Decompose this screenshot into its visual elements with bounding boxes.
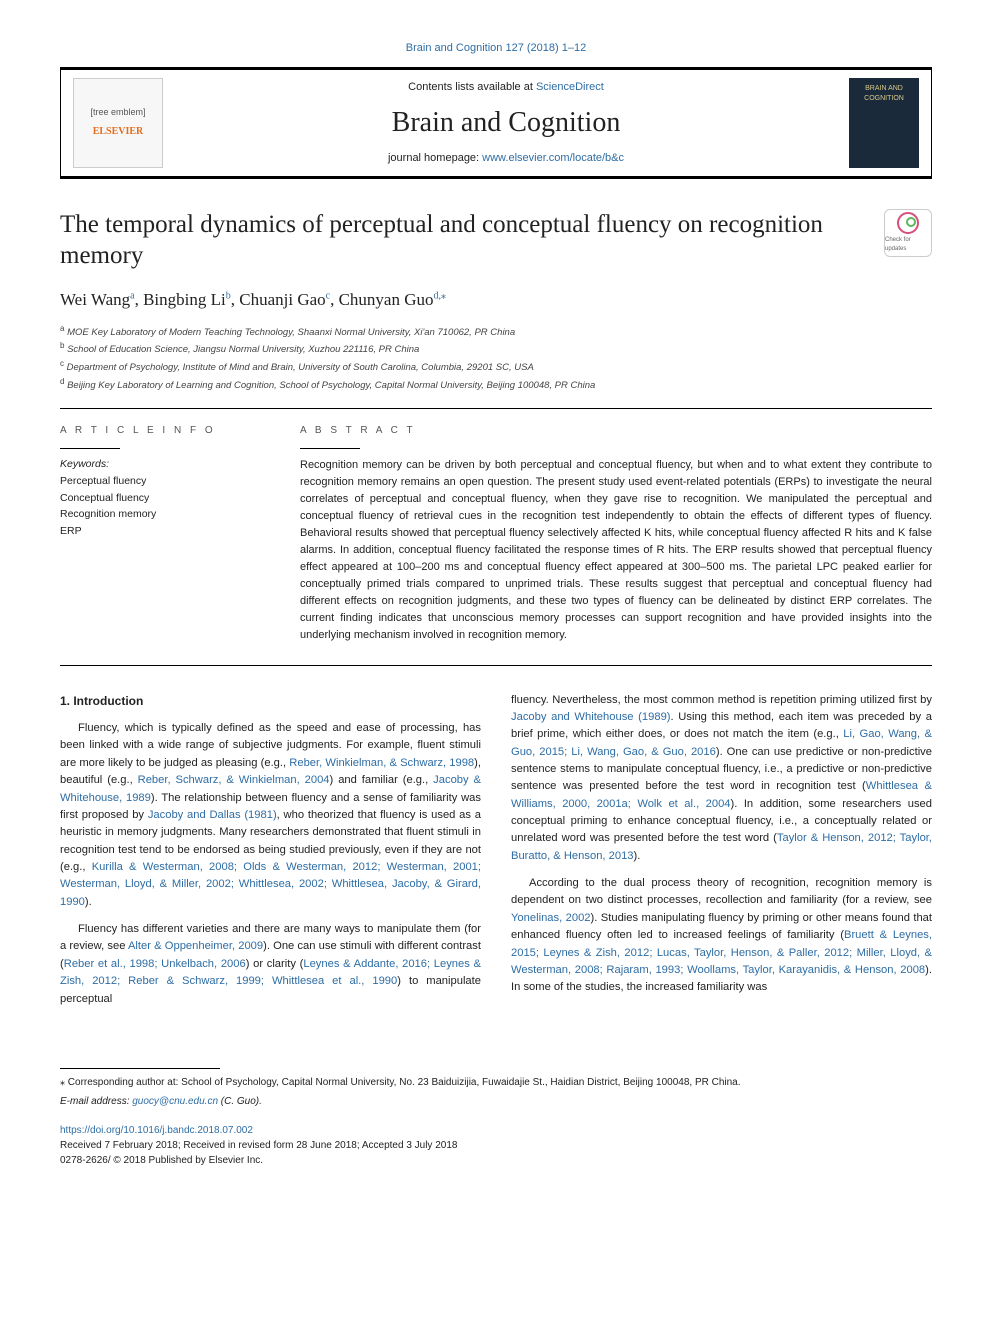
elsevier-brand: ELSEVIER (90, 124, 145, 139)
citation-link[interactable]: Reber et al., 1998; Unkelbach, 2006 (64, 958, 246, 970)
keywords-list: Perceptual fluency Conceptual fluency Re… (60, 473, 260, 540)
contents-line: Contents lists available at ScienceDirec… (163, 79, 849, 96)
author-4: Chunyan Guo (339, 290, 434, 309)
email-link[interactable]: guocy@cnu.edu.cn (132, 1096, 218, 1107)
article-meta-row: A R T I C L E I N F O Keywords: Perceptu… (60, 423, 932, 645)
affiliation-b: School of Education Science, Jiangsu Nor… (67, 345, 419, 356)
affiliation-c: Department of Psychology, Institute of M… (67, 362, 534, 373)
citation-link[interactable]: Yonelinas, 2002 (511, 912, 591, 924)
corresponding-star[interactable]: ⁎ (441, 290, 446, 301)
issn-copyright: 0278-2626/ © 2018 Published by Elsevier … (60, 1153, 932, 1168)
elsevier-tree-icon: [tree emblem] (90, 107, 145, 117)
keyword: ERP (60, 523, 260, 540)
paragraph: Fluency has different varieties and ther… (60, 921, 481, 1008)
check-updates-badge[interactable]: Check for updates (884, 209, 932, 257)
affiliation-a: MOE Key Laboratory of Modern Teaching Te… (67, 327, 515, 338)
homepage-prefix: journal homepage: (388, 152, 482, 164)
citation-link[interactable]: Reber, Schwarz, & Winkielman, 2004 (138, 774, 330, 786)
homepage-link[interactable]: www.elsevier.com/locate/b&c (482, 152, 624, 164)
affiliations: a MOE Key Laboratory of Modern Teaching … (60, 323, 932, 395)
corresponding-author: ⁎ Corresponding author at: School of Psy… (60, 1075, 932, 1090)
abstract-label: A B S T R A C T (300, 423, 932, 438)
sciencedirect-link[interactable]: ScienceDirect (536, 81, 604, 93)
citation-link[interactable]: Alter & Oppenheimer, 2009 (128, 940, 263, 952)
authors: Wei Wanga, Bingbing Lib, Chuanji Gaoc, C… (60, 287, 932, 313)
abstract-block: A B S T R A C T Recognition memory can b… (300, 423, 932, 645)
journal-title: Brain and Cognition (163, 102, 849, 144)
article-title: The temporal dynamics of perceptual and … (60, 209, 932, 272)
doi: https://doi.org/10.1016/j.bandc.2018.07.… (60, 1123, 932, 1138)
citation-link[interactable]: Jacoby and Whitehouse (1989) (511, 711, 671, 723)
author-2-aff[interactable]: b (226, 290, 231, 301)
crossmark-icon (897, 212, 919, 234)
divider (60, 665, 932, 666)
paragraph: fluency. Nevertheless, the most common m… (511, 692, 932, 866)
author-3-aff[interactable]: c (326, 290, 330, 301)
keyword: Recognition memory (60, 506, 260, 523)
article-info-block: A R T I C L E I N F O Keywords: Perceptu… (60, 423, 260, 645)
keywords-heading: Keywords: (60, 457, 260, 473)
author-3: Chuanji Gao (239, 290, 325, 309)
author-1: Wei Wang (60, 290, 130, 309)
author-1-aff[interactable]: a (130, 290, 134, 301)
journal-homepage: journal homepage: www.elsevier.com/locat… (163, 150, 849, 167)
keyword: Perceptual fluency (60, 473, 260, 490)
keyword: Conceptual fluency (60, 490, 260, 507)
column-right: fluency. Nevertheless, the most common m… (511, 692, 932, 1018)
affiliation-d: Beijing Key Laboratory of Learning and C… (67, 380, 595, 391)
divider (60, 408, 932, 409)
author-4-aff[interactable]: d, (434, 290, 442, 301)
journal-reference: Brain and Cognition 127 (2018) 1–12 (60, 40, 932, 57)
intro-heading: 1. Introduction (60, 692, 481, 711)
footer-rule (60, 1068, 220, 1069)
citation-link[interactable]: Reber, Winkielman, & Schwarz, 1998 (289, 757, 474, 769)
body-columns: 1. Introduction Fluency, which is typica… (60, 692, 932, 1018)
citation-link[interactable]: Jacoby and Dallas (1981) (148, 809, 277, 821)
check-updates-label: Check for updates (885, 236, 931, 254)
abstract-text: Recognition memory can be driven by both… (300, 457, 932, 645)
header-center: Contents lists available at ScienceDirec… (163, 79, 849, 166)
author-2: Bingbing Li (143, 290, 226, 309)
contents-prefix: Contents lists available at (408, 81, 536, 93)
paragraph: According to the dual process theory of … (511, 875, 932, 997)
elsevier-logo: [tree emblem] ELSEVIER (73, 78, 163, 168)
column-left: 1. Introduction Fluency, which is typica… (60, 692, 481, 1018)
doi-link[interactable]: https://doi.org/10.1016/j.bandc.2018.07.… (60, 1125, 253, 1136)
article-info-label: A R T I C L E I N F O (60, 423, 260, 438)
journal-header: [tree emblem] ELSEVIER Contents lists av… (60, 67, 932, 179)
paragraph: Fluency, which is typically defined as t… (60, 720, 481, 911)
article-history: Received 7 February 2018; Received in re… (60, 1138, 932, 1153)
email-line: E-mail address: guocy@cnu.edu.cn (C. Guo… (60, 1094, 932, 1109)
footer: ⁎ Corresponding author at: School of Psy… (60, 1068, 932, 1168)
citation-link[interactable]: Kurilla & Westerman, 2008; Olds & Wester… (60, 861, 481, 908)
journal-ref-link[interactable]: Brain and Cognition 127 (2018) 1–12 (406, 42, 586, 54)
journal-cover-thumb: BRAIN AND COGNITION (849, 78, 919, 168)
